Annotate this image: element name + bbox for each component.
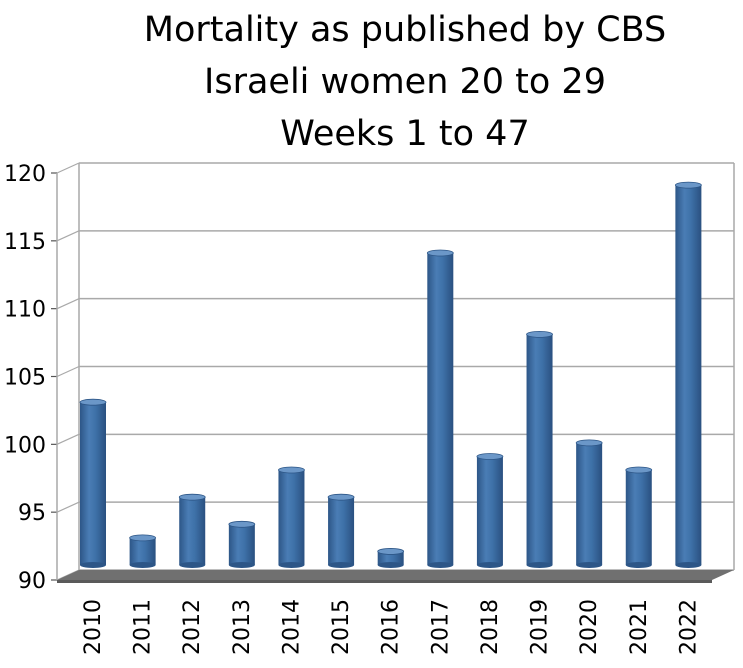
bar-base (675, 562, 702, 568)
chart-floor-edge (57, 580, 712, 583)
bar-top (79, 398, 107, 406)
bar (79, 398, 107, 568)
bar-body (179, 497, 206, 565)
chart-title-line-3: Weeks 1 to 47 (280, 114, 530, 154)
x-tick-label: 2013 (230, 599, 255, 655)
bar-base (80, 562, 106, 568)
bar (377, 548, 405, 568)
bar-body (129, 537, 156, 565)
bar-body (476, 456, 503, 565)
bar-body (228, 524, 255, 565)
bar-top (625, 466, 653, 474)
bar-body (576, 442, 603, 565)
floor-layer (57, 570, 734, 583)
bar-top (426, 249, 454, 257)
x-tick-label: 2011 (131, 599, 156, 655)
side-wall-gridline (56, 162, 80, 174)
bar-base (427, 562, 454, 568)
chart-title-line-2: Israeli women 20 to 29 (204, 62, 606, 102)
bar-body (80, 402, 106, 565)
bar-body (625, 470, 652, 565)
bar (476, 453, 504, 568)
x-tick-label: 2019 (528, 599, 553, 655)
y-tick-label: 115 (4, 230, 46, 255)
y-axis: 90 95 100 105 110 115 120 (4, 162, 58, 594)
bar (129, 534, 157, 568)
bar-base (328, 562, 355, 568)
side-wall-gridline (56, 365, 80, 378)
bar (178, 493, 206, 568)
bar-base (278, 562, 305, 568)
bar (228, 520, 256, 568)
side-wall-gridline (56, 298, 80, 310)
y-tick-label: 120 (4, 162, 46, 187)
x-tick-label: 2021 (627, 599, 652, 655)
x-tick-label: 2022 (676, 599, 701, 655)
bar-base (576, 562, 603, 568)
bar-top (674, 181, 702, 189)
bar-body (377, 551, 404, 565)
y-tick-label: 100 (4, 433, 46, 458)
chart-title: Mortality as published by CBS Israeli wo… (55, 4, 743, 160)
x-tick-label: 2012 (180, 599, 205, 655)
x-tick-label: 2020 (577, 599, 602, 655)
bar-base (129, 562, 156, 568)
bar-base (228, 562, 255, 568)
y-tick-label: 110 (4, 298, 46, 323)
bar-top (327, 493, 355, 501)
bar (575, 439, 603, 568)
y-tick-label: 105 (4, 366, 46, 391)
chart-title-line-1: Mortality as published by CBS (143, 10, 667, 50)
bar-top (278, 466, 305, 474)
bar-top (575, 439, 603, 447)
bar-top (129, 534, 157, 542)
bars-layer (79, 181, 702, 568)
bar (526, 330, 553, 568)
bar-base (179, 562, 206, 568)
bar-base (377, 562, 404, 568)
bar (278, 466, 305, 568)
chart-floor (57, 570, 734, 580)
side-wall-gridline (56, 230, 80, 242)
bar-top (228, 520, 256, 528)
x-tick-label: 2016 (379, 599, 404, 655)
bar (327, 493, 355, 568)
side-wall-gridline (56, 501, 80, 513)
bar-base (476, 562, 503, 568)
bar-body (675, 185, 702, 565)
x-axis: 2010 2011 2012 2013 2014 2015 2016 2017 2018 2019… (81, 599, 701, 655)
side-wall-gridline (56, 433, 80, 445)
bar (674, 181, 702, 568)
bar-body (278, 470, 305, 565)
bar-body (328, 497, 355, 565)
bar (426, 249, 454, 568)
y-tick-label: 95 (18, 501, 46, 526)
bar-top (476, 453, 504, 460)
bar-top (526, 330, 553, 338)
bar-body (526, 334, 553, 565)
bar-body (427, 252, 454, 565)
y-tick-label: 90 (18, 569, 46, 594)
bar-base (526, 562, 553, 568)
bar (625, 466, 653, 568)
x-tick-label: 2015 (329, 599, 354, 655)
x-tick-label: 2010 (81, 599, 106, 655)
bar-top (178, 493, 206, 501)
bar-base (625, 562, 652, 568)
x-tick-label: 2014 (279, 599, 304, 655)
bar-top (377, 548, 405, 555)
x-tick-label: 2017 (428, 599, 453, 655)
x-tick-label: 2018 (478, 599, 503, 655)
